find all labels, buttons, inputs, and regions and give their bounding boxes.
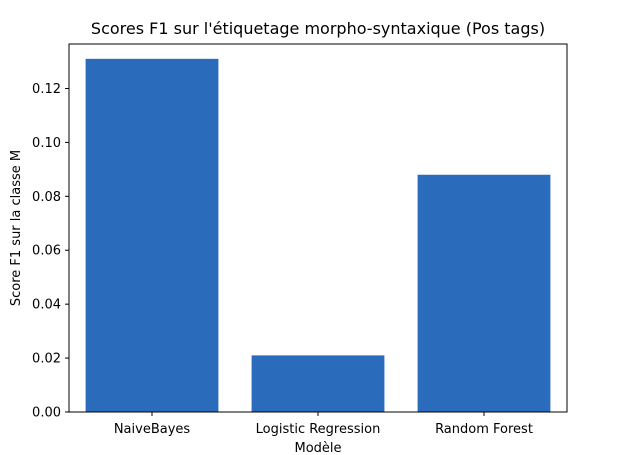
y-tick-label: 0.00 [32,406,61,421]
y-axis-label: Score F1 sur la classe M [9,150,24,306]
y-tick-label: 0.12 [32,82,61,97]
y-tick-label: 0.08 [32,190,61,205]
bar-random-forest [417,174,551,412]
bar-logistic-regression [251,355,385,412]
x-tick-label: Random Forest [435,422,533,437]
bar-naivebayes [85,58,219,412]
x-tick-label: NaiveBayes [114,422,191,437]
y-axis: 0.00 0.02 0.04 0.06 0.08 0.10 0.12 [32,82,69,421]
chart-title: Scores F1 sur l'étiquetage morpho-syntax… [91,19,545,38]
y-tick-label: 0.10 [32,136,61,151]
x-axis-label: Modèle [294,441,341,455]
y-tick-label: 0.02 [32,352,61,367]
y-tick-label: 0.06 [32,244,61,259]
bars-group [85,58,551,412]
x-tick-label: Logistic Regression [256,422,381,437]
y-tick-label: 0.04 [32,298,61,313]
x-axis: NaiveBayes Logistic Regression Random Fore… [114,412,533,437]
